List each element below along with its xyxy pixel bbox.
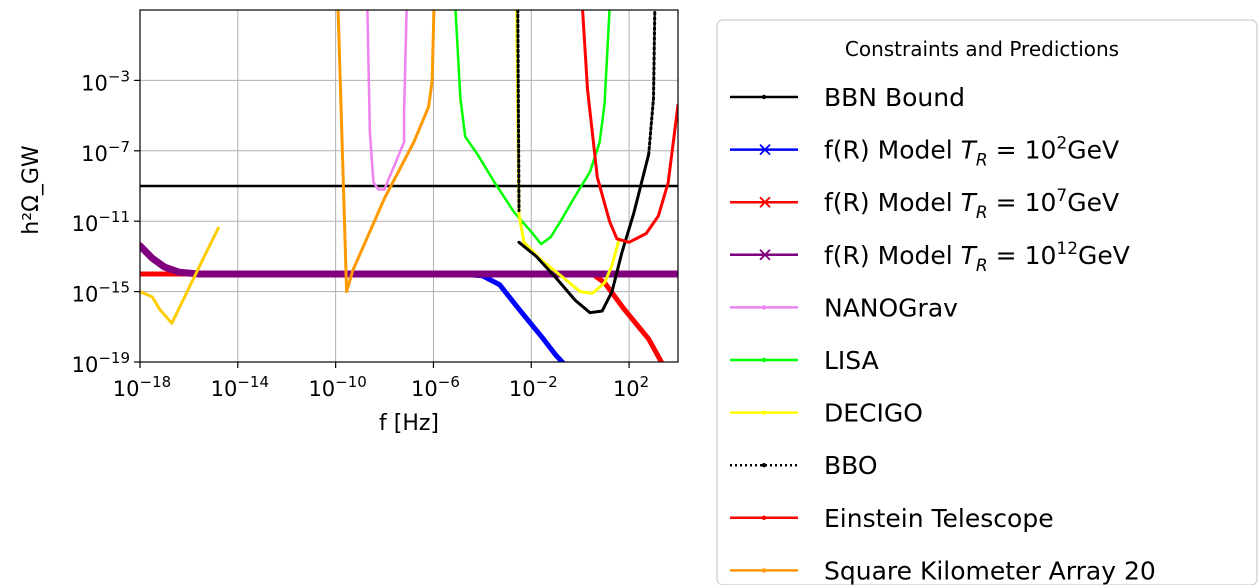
legend-frame [716,19,1258,585]
legend-label: f(R) Model TR = 107GeV [824,186,1119,223]
series-line-9 [647,10,657,156]
y-axis-label: h²Ω_GW [19,145,44,235]
x-tick-label: 102 [613,373,649,401]
y-tick-label: 10−7 [81,138,130,166]
legend-title: Constraints and Predictions [845,37,1119,61]
y-tick-label: 10−11 [72,208,130,236]
x-tick-label: 10−10 [308,373,366,401]
legend-label: f(R) Model TR = 102GeV [824,134,1119,171]
series-line-3 [140,242,678,278]
x-axis-label: f [Hz] [379,411,439,436]
series-line-5 [454,10,611,246]
legend: Constraints and Predictions BBN Bound f(R… [716,19,1258,585]
legend-marker-dot [761,463,767,468]
series-line-12 [140,226,220,325]
x-tick-label: 10−18 [113,373,171,401]
legend-marker-x [759,249,771,261]
legend-label: LISA [824,346,879,375]
series-line-11 [336,10,436,294]
legend-marker-x [759,143,771,156]
series-line-4 [366,10,408,191]
y-tick-label: 10−19 [72,349,130,377]
legend-marker-dot [761,568,767,573]
y-tick-label: 10−15 [72,279,130,307]
legend-entries: BBN Bound f(R) Model TR = 102GeV f(R) Mode… [730,83,1156,585]
legend-label: f(R) Model TR = 1012GeV [824,239,1130,276]
tick-layer: 10−18 10−14 10−10 10−6 10−2 102 10−19 10−15 10−1… [72,67,650,401]
y-tick-label: 10−3 [81,67,130,95]
x-tick-label: 10−2 [509,373,558,401]
series-line-8 [517,152,651,315]
series-line-10 [581,10,678,244]
legend-marker-dot [761,305,767,310]
legend-marker-dot [761,357,767,363]
legend-marker-x [759,196,771,208]
series-layer [140,10,678,362]
plot-frame [139,9,679,363]
x-tick-label: 10−14 [211,373,269,401]
legend-label: BBO [824,451,878,480]
legend-label: Einstein Telescope [824,504,1054,533]
legend-marker-dot [761,94,767,100]
x-tick-label: 10−6 [411,373,460,401]
legend-marker-dot [761,515,767,520]
legend-label: Square Kilometer Array 20 [824,556,1156,585]
legend-label: BBN Bound [824,83,965,112]
legend-label: NANOGrav [824,293,958,322]
series-line-6 [515,10,621,295]
legend-marker-dot [761,410,767,415]
legend-label: DECIGO [824,399,923,428]
series-line-7 [516,10,521,213]
